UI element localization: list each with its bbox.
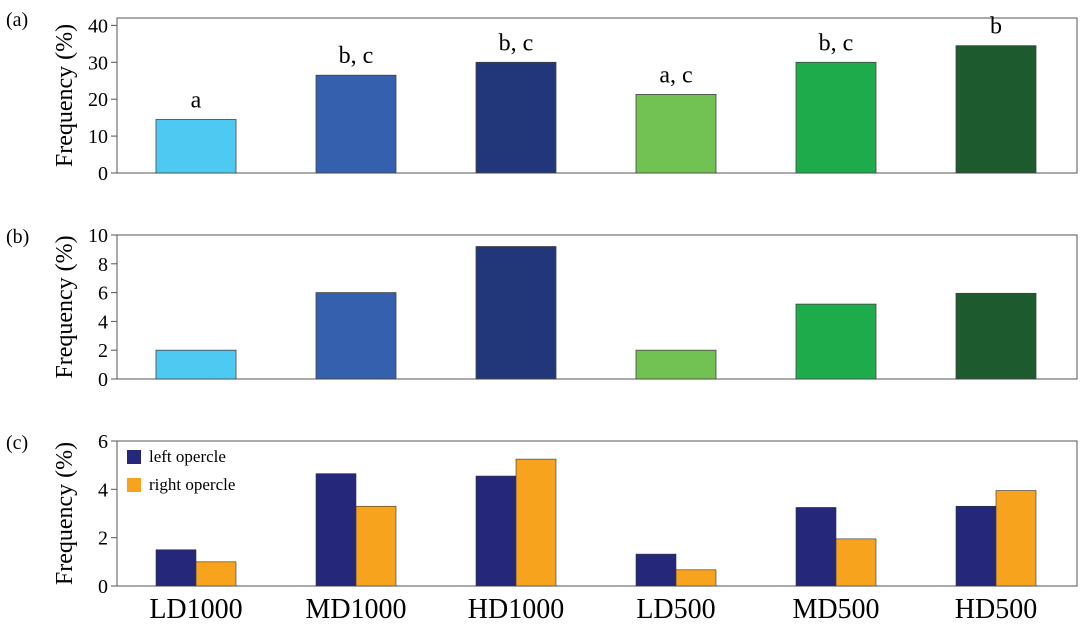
y-axis-label: Frequency (%) bbox=[52, 235, 78, 378]
bar-annotation: b, c bbox=[819, 30, 854, 56]
bar-left-opercle-LD500 bbox=[635, 553, 677, 587]
bar-MD1000 bbox=[315, 292, 397, 380]
bar-LD1000 bbox=[155, 119, 237, 174]
bar-HD1000 bbox=[475, 246, 557, 380]
bar-left-opercle-MD500 bbox=[795, 507, 837, 587]
x-tick-label: LD1000 bbox=[149, 594, 242, 622]
bar-annotation: b, c bbox=[499, 30, 534, 56]
x-tick-label: HD1000 bbox=[468, 594, 564, 622]
bar-annotation: b, c bbox=[339, 43, 374, 69]
x-tick-label: MD500 bbox=[792, 594, 879, 622]
y-tick-label: 0 bbox=[98, 576, 108, 598]
legend-swatch bbox=[127, 478, 141, 492]
x-tick-label: MD1000 bbox=[305, 594, 406, 622]
bar-right-opercle-MD1000 bbox=[355, 505, 397, 587]
y-tick-label: 2 bbox=[98, 528, 108, 550]
bar-LD500 bbox=[635, 93, 717, 174]
bar-LD1000 bbox=[155, 349, 237, 380]
y-tick-label: 40 bbox=[88, 15, 108, 37]
chart-panel-1: (a) Frequency (%) 0 10 20 30 40 a b, c b, c a, c b,… bbox=[6, 9, 1078, 185]
bar-MD500 bbox=[795, 303, 877, 380]
x-tick-label: HD500 bbox=[955, 594, 1037, 622]
y-tick-label: 2 bbox=[98, 340, 108, 362]
bar-right-opercle-HD500 bbox=[995, 490, 1037, 587]
plot-frame bbox=[116, 17, 1078, 174]
panel-label: (c) bbox=[6, 432, 28, 454]
y-tick-label: 6 bbox=[98, 431, 108, 453]
y-tick-label: 0 bbox=[98, 369, 108, 391]
bar-right-opercle-HD1000 bbox=[515, 458, 557, 587]
bar-LD500 bbox=[635, 349, 717, 380]
bar-left-opercle-MD1000 bbox=[315, 473, 357, 587]
y-tick-label: 20 bbox=[88, 89, 108, 111]
y-tick-label: 6 bbox=[98, 283, 108, 305]
legend-label: right opercle bbox=[149, 475, 235, 494]
bar-left-opercle-LD1000 bbox=[155, 549, 197, 587]
bar-annotation: b bbox=[990, 14, 1002, 40]
y-tick-label: 4 bbox=[98, 311, 108, 333]
legend-swatch bbox=[127, 450, 141, 464]
panel-label: (a) bbox=[6, 9, 28, 31]
bar-left-opercle-HD1000 bbox=[475, 475, 517, 587]
bar-right-opercle-LD1000 bbox=[195, 561, 237, 587]
x-tick-label: LD500 bbox=[636, 594, 715, 622]
bar-annotation: a, c bbox=[659, 62, 692, 88]
panel-label: (b) bbox=[6, 226, 29, 248]
y-axis-label: Frequency (%) bbox=[52, 442, 78, 585]
bar-right-opercle-LD500 bbox=[675, 569, 717, 587]
bar-left-opercle-HD500 bbox=[955, 505, 997, 587]
bar-MD500 bbox=[795, 61, 877, 174]
bar-annotation: a bbox=[191, 87, 202, 113]
y-tick-label: 8 bbox=[98, 254, 108, 276]
plot-frame bbox=[116, 440, 1078, 587]
y-tick-label: 4 bbox=[98, 479, 108, 501]
bar-HD1000 bbox=[475, 61, 557, 174]
bar-MD1000 bbox=[315, 74, 397, 174]
chart-panel-2: (b) Frequency (%) 0 2 4 6 8 10 bbox=[6, 225, 1078, 391]
chart-panel-3: (c) Frequency (%) 0 2 4 6 left opercle right op… bbox=[6, 431, 1078, 625]
y-tick-label: 30 bbox=[88, 52, 108, 74]
bar-right-opercle-MD500 bbox=[835, 538, 877, 587]
legend-label: left opercle bbox=[149, 447, 226, 466]
y-tick-label: 10 bbox=[88, 126, 108, 148]
y-tick-label: 10 bbox=[88, 225, 108, 247]
bar-HD500 bbox=[955, 292, 1037, 380]
y-tick-label: 0 bbox=[98, 163, 108, 185]
plot-frame bbox=[116, 234, 1078, 380]
bar-HD500 bbox=[955, 45, 1037, 174]
y-axis-label: Frequency (%) bbox=[52, 24, 78, 167]
